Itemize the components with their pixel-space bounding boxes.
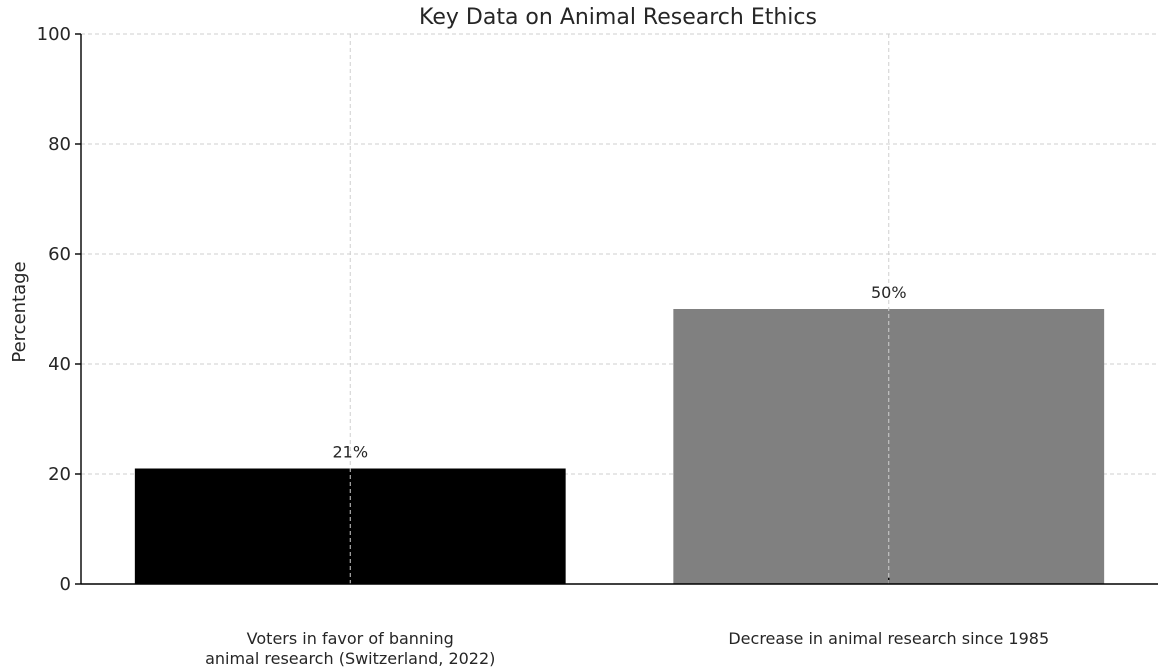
x-tick-label-line: animal research (Switzerland, 2022) <box>205 649 495 668</box>
y-tick-label: 0 <box>60 574 71 595</box>
x-tick-label: Voters in favor of banning animal researc… <box>205 629 495 668</box>
y-axis-label: Percentage <box>9 261 30 362</box>
data-label: 21% <box>332 443 368 462</box>
y-tick-label: 80 <box>48 134 71 155</box>
bars <box>134 309 1105 584</box>
y-tick-label: 20 <box>48 464 71 485</box>
x-tick-label: Decrease in animal research since 1985 <box>728 629 1049 648</box>
y-tick-label: 100 <box>37 24 71 45</box>
x-tick-label-line: Voters in favor of banning <box>247 629 454 648</box>
labels: 21% Voters in favor of banning animal rese… <box>205 34 1049 668</box>
x-tick-label-line: Decrease in animal research since 1985 <box>728 629 1049 648</box>
data-label: 50% <box>871 283 907 302</box>
y-tick-label: 40 <box>48 354 71 375</box>
chart-title: Key Data on Animal Research Ethics <box>419 5 817 30</box>
y-tick-label: 60 <box>48 244 71 265</box>
